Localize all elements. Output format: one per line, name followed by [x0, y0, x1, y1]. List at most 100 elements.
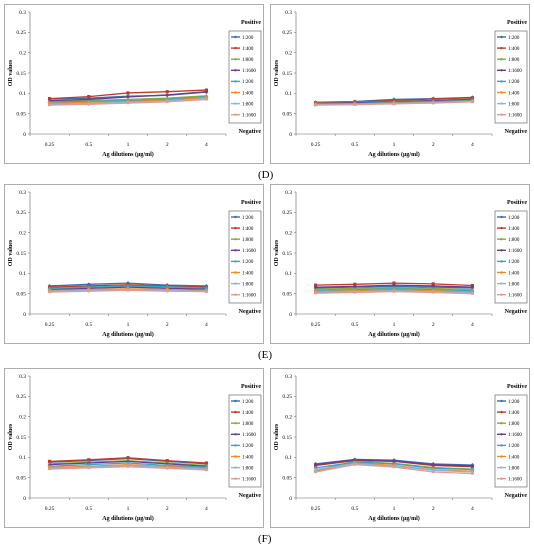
legend-marker: [500, 113, 503, 116]
legend-marker: [500, 215, 503, 219]
y-tick-label: 0.25: [282, 30, 292, 36]
x-tick-label: 0.25: [311, 322, 321, 328]
chart-frame: [4, 368, 264, 528]
legend-label: 1:1600: [508, 114, 522, 119]
data-point: [313, 467, 318, 472]
x-tick-label: 0.5: [85, 142, 92, 148]
y-tick-label: 0.25: [16, 210, 26, 216]
legend-marker: [234, 102, 237, 105]
y-tick-label: 0.2: [19, 414, 26, 420]
legend-label: 1:200: [508, 80, 520, 85]
legend-marker: [234, 271, 237, 274]
data-point: [353, 458, 357, 462]
y-tick-label: 0: [23, 496, 26, 502]
legend-label: 1:400: [508, 455, 520, 460]
data-point: [431, 284, 435, 288]
x-tick-label: 4: [205, 142, 208, 148]
chart-frame: [4, 184, 264, 344]
legend-label: 1:800: [242, 466, 254, 471]
data-point: [126, 91, 130, 95]
x-tick-label: 0.5: [351, 142, 358, 148]
data-point: [314, 463, 317, 466]
data-point: [165, 93, 169, 97]
data-point: [353, 282, 357, 286]
legend-label: 1:200: [242, 444, 254, 449]
data-point: [314, 283, 318, 287]
y-tick-label: 0: [289, 132, 292, 138]
data-point: [126, 101, 130, 105]
data-point: [314, 291, 317, 295]
legend-label: 1:200: [242, 36, 254, 41]
legend-marker: [500, 293, 503, 296]
data-point: [353, 463, 357, 466]
line-chart: 0 0.05 0.1 0.15 0.2 0.25 0.3 0.25 0.5 1 2 4 Ag dilut…: [4, 4, 264, 164]
x-tick-label: 4: [205, 506, 208, 512]
y-tick-label: 0.3: [285, 10, 292, 16]
y-tick-label: 0.15: [16, 251, 26, 257]
legend-label: 1:1600: [242, 69, 256, 74]
x-tick-label: 0.5: [351, 322, 358, 328]
legend-marker: [234, 91, 237, 94]
data-point: [48, 459, 52, 463]
data-point: [392, 283, 396, 287]
legend-title-positive: Positive: [507, 200, 527, 206]
line-chart: 0 0.05 0.1 0.15 0.2 0.25 0.3 0.25 0.5 1 2 4 Ag dilut…: [270, 4, 530, 164]
legend-title-positive: Positive: [507, 20, 527, 26]
legend-label: 1:200: [508, 400, 520, 405]
x-tick-label: 1: [393, 142, 396, 148]
data-point: [431, 101, 435, 105]
y-tick-label: 0.3: [285, 374, 292, 380]
legend-label: 1:1600: [242, 114, 256, 119]
legend-label: 1:800: [242, 282, 254, 287]
panel-label-e: (E): [258, 349, 273, 361]
x-tick-label: 0.25: [45, 142, 55, 148]
x-tick-label: 1: [393, 322, 396, 328]
y-tick-label: 0.15: [16, 435, 26, 441]
line-chart: 0 0.05 0.1 0.15 0.2 0.25 0.3 0.25 0.5 1 2 4 Ag dilut…: [270, 368, 530, 528]
legend-marker: [234, 399, 237, 403]
legend-label: 1:200: [508, 260, 520, 265]
y-tick-label: 0.1: [19, 455, 26, 461]
legend-marker: [500, 91, 503, 94]
chart-frame: [270, 4, 530, 164]
data-point: [165, 100, 169, 104]
data-point: [431, 470, 435, 474]
legend-box: [494, 394, 528, 488]
legend-label: 1:1600: [242, 478, 256, 483]
legend-marker: [234, 35, 237, 39]
legend-marker: [500, 238, 503, 241]
panel-label-f: (F): [258, 533, 272, 545]
x-tick-label: 1: [127, 322, 130, 328]
x-tick-label: 2: [166, 142, 169, 148]
x-axis-title: Ag dilutions (µg/ml): [102, 151, 153, 158]
legend-marker: [500, 444, 503, 447]
data-point: [48, 290, 51, 294]
legend-marker: [500, 422, 503, 425]
y-tick-label: 0.15: [282, 71, 292, 77]
legend-title-negative: Negative: [239, 493, 262, 499]
legend-label: 1:800: [242, 422, 254, 427]
legend-marker: [500, 282, 503, 285]
data-point: [205, 468, 208, 472]
x-tick-label: 0.5: [351, 506, 358, 512]
legend-label: 1:200: [242, 400, 254, 405]
legend-label: 1:800: [242, 238, 254, 243]
legend-label: 1:800: [242, 102, 254, 107]
data-point: [471, 292, 474, 295]
x-tick-label: 2: [432, 142, 435, 148]
y-axis-title: OD values: [274, 423, 280, 450]
legend-marker: [500, 271, 503, 274]
chart-panel-f-left: 0 0.05 0.1 0.15 0.2 0.25 0.3 0.25 0.5 1 2 4 Ag dilut…: [4, 368, 264, 528]
legend-label: 1:800: [508, 466, 520, 471]
y-tick-label: 0.1: [19, 271, 26, 277]
data-point: [205, 90, 208, 94]
data-point: [47, 286, 52, 291]
x-tick-label: 2: [166, 322, 169, 328]
legend-title-positive: Positive: [507, 384, 527, 390]
data-point: [87, 289, 91, 293]
x-tick-label: 4: [471, 506, 474, 512]
legend-marker: [234, 433, 237, 436]
legend-marker: [234, 466, 237, 469]
legend-label: 1:800: [508, 238, 520, 243]
legend-box: [228, 210, 262, 304]
